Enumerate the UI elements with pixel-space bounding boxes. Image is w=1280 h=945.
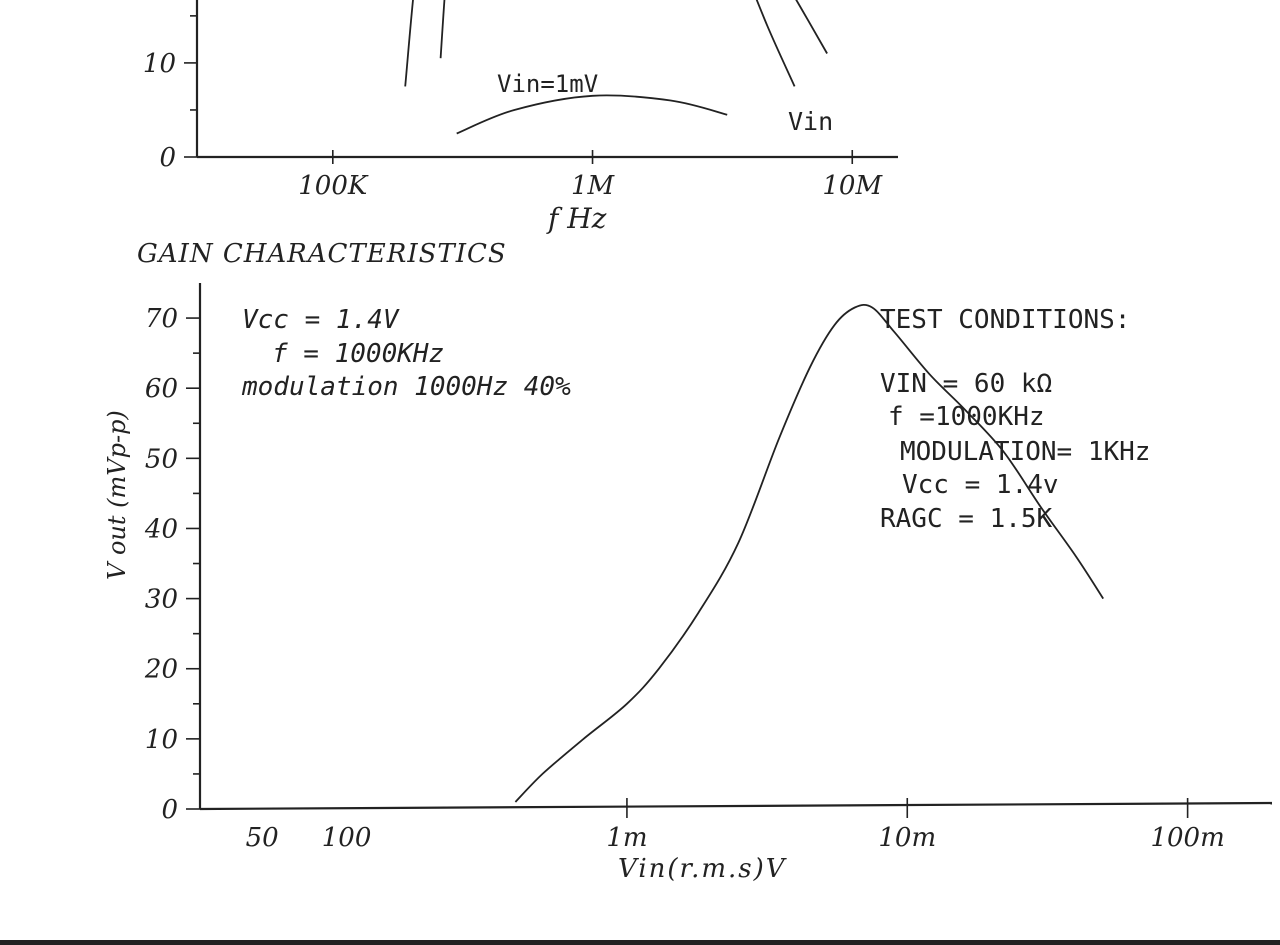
freq-y-tick-label: 10 bbox=[143, 49, 176, 79]
gain-x-tick-label: 50 bbox=[246, 823, 279, 853]
gain-x-axis-label: Vin(r.m.s)V bbox=[618, 854, 787, 884]
test-conditions: TEST CONDITIONS: VIN = 60 kΩ f =1000KHz … bbox=[880, 305, 1150, 534]
freq-x-tick-label: 10M bbox=[822, 171, 883, 201]
gain-x-axis bbox=[199, 801, 1273, 811]
freq-curves bbox=[404, 0, 828, 135]
annotation-vcc: Vcc = 1.4V bbox=[242, 305, 400, 335]
freq-annotation-vin-1mv: Vin=1mV bbox=[497, 70, 598, 98]
gain-chart-title: GAIN CHARACTERISTICS bbox=[137, 239, 507, 269]
test-vin: VIN = 60 kΩ bbox=[880, 369, 1052, 399]
gain-x-tick-label: 10m bbox=[878, 823, 936, 853]
gain-y-tick-label: 20 bbox=[144, 655, 178, 685]
freq-curve-0 bbox=[456, 94, 728, 135]
gain-x-tick-labels: 50 100 1m 10m 100m bbox=[246, 823, 1225, 853]
gain-curves bbox=[514, 304, 1104, 803]
freq-annotation-vin: Vin bbox=[788, 107, 833, 136]
test-frequency: f =1000KHz bbox=[888, 402, 1045, 432]
gain-y-tick-label: 30 bbox=[145, 585, 178, 615]
annotation-modulation: modulation 1000Hz 40% bbox=[241, 372, 571, 402]
gain-y-tick-label: 0 bbox=[161, 795, 178, 825]
test-modulation: MODULATION= 1KHz bbox=[900, 437, 1150, 467]
page-bottom-border bbox=[0, 940, 1280, 945]
gain-y-tick-labels: 0 10 20 30 40 50 60 70 bbox=[144, 304, 178, 825]
gain-left-annotations: Vcc = 1.4V f = 1000KHz modulation 1000Hz… bbox=[241, 305, 571, 402]
gain-ticks bbox=[186, 317, 1189, 818]
gain-x-tick-label: 100m bbox=[1150, 823, 1224, 853]
freq-y-tick-label: 0 bbox=[159, 143, 176, 173]
freq-x-tick-labels: 100K 1M 10M bbox=[298, 171, 883, 201]
gain-chart: GAIN CHARACTERISTICS 0 10 20 30 40 50 60 70 50 1… bbox=[103, 239, 1273, 884]
freq-curve-4 bbox=[795, 0, 828, 54]
test-conditions-heading: TEST CONDITIONS: bbox=[880, 305, 1130, 335]
gain-x-tick-label: 100 bbox=[322, 823, 372, 853]
gain-y-tick-label: 50 bbox=[145, 444, 178, 474]
gain-y-tick-label: 70 bbox=[145, 304, 178, 334]
gain-y-axis-label: V out (mVp-p) bbox=[103, 410, 131, 580]
gain-y-tick-label: 60 bbox=[145, 374, 178, 404]
annotation-frequency: f = 1000KHz bbox=[272, 339, 444, 369]
freq-curve-3 bbox=[755, 0, 796, 87]
freq-ticks bbox=[184, 15, 854, 164]
gain-y-tick-label: 40 bbox=[144, 514, 178, 544]
test-vcc: Vcc = 1.4v bbox=[902, 470, 1059, 500]
freq-x-tick-label: 1M bbox=[571, 171, 616, 201]
freq-curve-1 bbox=[404, 0, 414, 87]
freq-curve-2 bbox=[439, 0, 446, 59]
freq-x-axis-label: f Hz bbox=[546, 202, 607, 235]
gain-curve-0 bbox=[514, 304, 1104, 803]
gain-y-tick-label: 10 bbox=[145, 725, 178, 755]
test-ragc: RAGC = 1.5K bbox=[880, 504, 1053, 534]
gain-x-tick-label: 1m bbox=[606, 823, 647, 853]
freq-x-tick-label: 100K bbox=[298, 171, 369, 201]
